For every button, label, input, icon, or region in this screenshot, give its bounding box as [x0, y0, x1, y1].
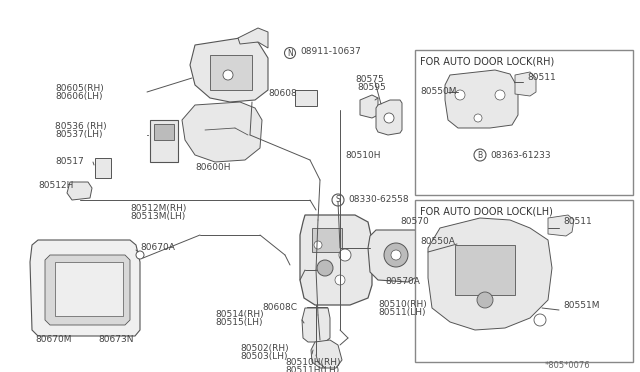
- Circle shape: [335, 275, 345, 285]
- Circle shape: [477, 292, 493, 308]
- Text: 80536 (RH): 80536 (RH): [55, 122, 107, 131]
- Circle shape: [223, 70, 233, 80]
- Polygon shape: [45, 255, 130, 325]
- Bar: [150, 120, 178, 162]
- Text: 80517: 80517: [55, 157, 84, 167]
- Text: 08363-61233: 08363-61233: [490, 151, 550, 160]
- Text: S: S: [335, 196, 340, 205]
- Text: 80510(RH): 80510(RH): [378, 301, 427, 310]
- Text: 80608C: 80608C: [262, 304, 297, 312]
- Polygon shape: [190, 38, 268, 102]
- Circle shape: [495, 90, 505, 100]
- Circle shape: [474, 114, 482, 122]
- Text: 80606(LH): 80606(LH): [55, 92, 102, 100]
- Text: 80503(LH): 80503(LH): [240, 353, 287, 362]
- Text: 80673N: 80673N: [98, 336, 134, 344]
- Text: 80513M(LH): 80513M(LH): [130, 212, 185, 221]
- Polygon shape: [376, 100, 402, 135]
- Text: 80570: 80570: [400, 218, 429, 227]
- Bar: [415, 50, 633, 195]
- Circle shape: [314, 241, 322, 249]
- Text: 80511: 80511: [563, 218, 592, 227]
- Text: 80510H(RH): 80510H(RH): [285, 359, 340, 368]
- Circle shape: [384, 113, 394, 123]
- Text: 80550A: 80550A: [420, 237, 455, 247]
- Bar: [455, 245, 515, 295]
- Text: 80511(LH): 80511(LH): [378, 308, 426, 317]
- Bar: [295, 90, 317, 106]
- Circle shape: [136, 251, 144, 259]
- Text: FOR AUTO DOOR LOCK(LH): FOR AUTO DOOR LOCK(LH): [420, 207, 553, 217]
- Circle shape: [332, 194, 344, 206]
- Text: 80502(RH): 80502(RH): [240, 343, 289, 353]
- Text: 80605(RH): 80605(RH): [55, 83, 104, 93]
- Bar: [415, 200, 633, 362]
- Circle shape: [339, 249, 351, 261]
- Circle shape: [384, 243, 408, 267]
- Polygon shape: [368, 230, 424, 282]
- Text: B: B: [477, 151, 483, 160]
- Circle shape: [391, 250, 401, 260]
- Text: 80608: 80608: [268, 90, 297, 99]
- Text: 80670M: 80670M: [35, 336, 72, 344]
- Text: 08330-62558: 08330-62558: [348, 196, 408, 205]
- Text: 80511: 80511: [527, 74, 556, 83]
- Text: 08911-10637: 08911-10637: [300, 46, 361, 55]
- Text: *805*0076: *805*0076: [545, 360, 591, 369]
- Text: 80514(RH): 80514(RH): [215, 311, 264, 320]
- Polygon shape: [428, 218, 552, 330]
- Polygon shape: [445, 70, 518, 128]
- Polygon shape: [300, 215, 372, 305]
- Text: 80512H: 80512H: [38, 180, 74, 189]
- Circle shape: [285, 48, 296, 58]
- Text: 80537(LH): 80537(LH): [55, 131, 102, 140]
- Text: 80575: 80575: [355, 74, 384, 83]
- Bar: [55, 262, 123, 316]
- Polygon shape: [360, 95, 378, 118]
- Circle shape: [474, 149, 486, 161]
- Bar: [210, 55, 252, 90]
- Polygon shape: [302, 308, 330, 342]
- Text: 80551M: 80551M: [563, 301, 600, 310]
- Polygon shape: [182, 102, 262, 162]
- Text: 80510H: 80510H: [345, 151, 381, 160]
- Text: N: N: [287, 48, 293, 58]
- Bar: [95, 158, 111, 178]
- Polygon shape: [238, 28, 268, 48]
- Polygon shape: [30, 240, 140, 336]
- Polygon shape: [67, 182, 92, 200]
- Text: 80511H(LH): 80511H(LH): [285, 366, 339, 372]
- Polygon shape: [311, 340, 342, 368]
- Text: 80550M: 80550M: [420, 87, 456, 96]
- Bar: [307, 307, 327, 325]
- Text: FOR AUTO DOOR LOCK(RH): FOR AUTO DOOR LOCK(RH): [420, 57, 554, 67]
- Circle shape: [534, 314, 546, 326]
- Circle shape: [455, 90, 465, 100]
- Circle shape: [317, 260, 333, 276]
- Polygon shape: [548, 215, 574, 236]
- Text: 80595: 80595: [357, 83, 386, 92]
- Text: 80512M(RH): 80512M(RH): [130, 203, 186, 212]
- Text: 80600H: 80600H: [195, 164, 230, 173]
- Bar: [154, 124, 174, 140]
- Text: 80515(LH): 80515(LH): [215, 318, 262, 327]
- Bar: [312, 228, 342, 252]
- Text: 80570A: 80570A: [385, 278, 420, 286]
- Polygon shape: [515, 72, 536, 96]
- Text: 80670A: 80670A: [140, 244, 175, 253]
